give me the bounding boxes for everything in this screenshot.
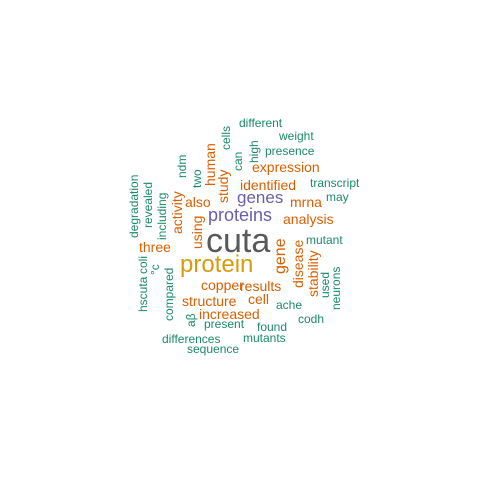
word-compared: compared bbox=[162, 267, 176, 321]
word-mutants: mutants bbox=[243, 331, 286, 345]
word-protein: protein bbox=[180, 251, 254, 278]
word-hscuta: hscuta bbox=[136, 276, 150, 312]
word-sequence: sequence bbox=[187, 342, 240, 356]
word-present: present bbox=[204, 317, 245, 331]
word-transcript: transcript bbox=[310, 176, 360, 190]
word-structure: structure bbox=[182, 293, 237, 309]
word-including: including bbox=[155, 192, 169, 240]
word-results: results bbox=[240, 278, 282, 294]
word-genes: genes bbox=[237, 188, 284, 207]
word-increased: increased bbox=[199, 306, 260, 322]
word-analysis: analysis bbox=[283, 211, 334, 227]
word-gene: gene bbox=[272, 238, 289, 274]
word-abeta: aβ bbox=[184, 313, 198, 327]
word-mrna: mrna bbox=[290, 194, 322, 210]
word-copper: copper bbox=[201, 277, 244, 293]
word-ndm: ndm bbox=[175, 154, 189, 178]
word-differences: differences bbox=[162, 332, 221, 346]
word-human: human bbox=[202, 143, 218, 186]
word-using: using bbox=[189, 215, 205, 249]
word-presence: presence bbox=[265, 144, 315, 158]
word-proteins: proteins bbox=[208, 205, 273, 225]
word-degradation: degradation bbox=[127, 174, 141, 238]
word-may: may bbox=[326, 190, 349, 204]
word-can: can bbox=[231, 151, 245, 171]
word-revealed: revealed bbox=[141, 181, 155, 228]
word-neurons: neurons bbox=[329, 266, 343, 310]
word-also: also bbox=[185, 194, 211, 210]
word-different: different bbox=[239, 116, 283, 130]
word-identified: identified bbox=[240, 177, 297, 193]
word-two: two bbox=[190, 169, 204, 188]
word-disease: disease bbox=[290, 239, 306, 288]
word-codh: codh bbox=[298, 312, 325, 326]
word-cell: cell bbox=[248, 291, 270, 307]
word-found: found bbox=[257, 320, 288, 334]
word-expression: expression bbox=[252, 159, 320, 175]
word-study: study bbox=[215, 169, 231, 203]
word-weight: weight bbox=[279, 129, 314, 143]
word-activity: activity bbox=[169, 191, 185, 234]
word-cells: cells bbox=[219, 125, 233, 150]
word-deg-c: °c bbox=[148, 264, 162, 275]
word-ache: ache bbox=[276, 298, 303, 312]
word-mutant: mutant bbox=[306, 233, 343, 247]
word-cuta: cuta bbox=[206, 222, 271, 260]
word-high: high bbox=[247, 140, 261, 163]
word-three: three bbox=[139, 239, 171, 255]
